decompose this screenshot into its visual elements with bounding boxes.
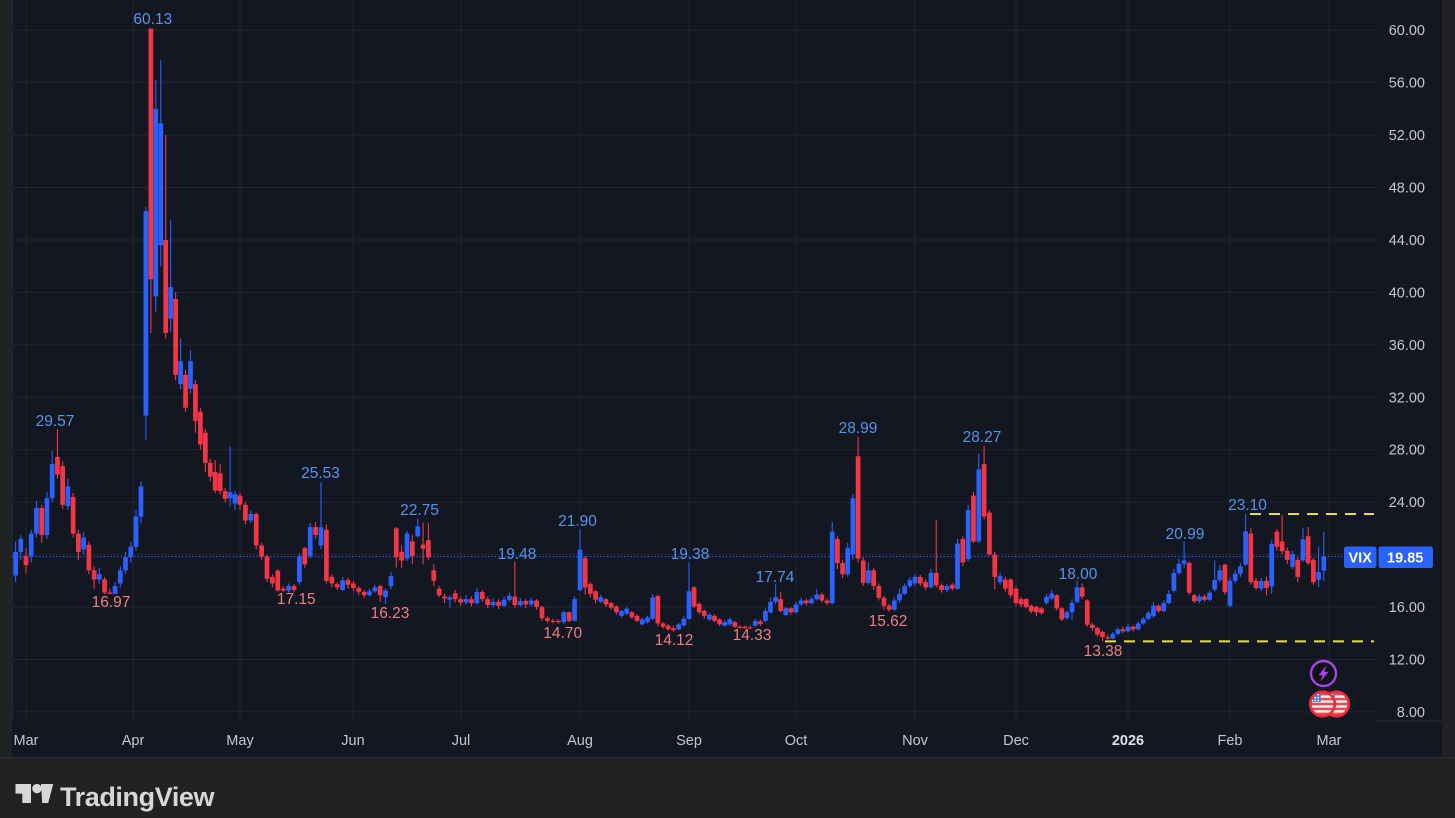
svg-text:28.99: 28.99	[839, 420, 878, 437]
svg-text:Jun: Jun	[341, 733, 364, 749]
svg-text:32.00: 32.00	[1389, 390, 1425, 406]
svg-text:28.27: 28.27	[963, 429, 1002, 446]
svg-text:Aug: Aug	[567, 733, 593, 749]
svg-text:Oct: Oct	[785, 733, 808, 749]
svg-text:VIX: VIX	[1349, 551, 1373, 567]
svg-text:14.70: 14.70	[543, 625, 582, 642]
svg-text:19.48: 19.48	[498, 546, 537, 563]
svg-text:19.38: 19.38	[671, 546, 710, 563]
svg-text:23.10: 23.10	[1228, 497, 1267, 514]
svg-text:16.97: 16.97	[92, 594, 131, 611]
svg-text:24.00: 24.00	[1389, 495, 1425, 511]
svg-text:52.00: 52.00	[1389, 128, 1425, 144]
svg-text:20.99: 20.99	[1166, 526, 1205, 543]
svg-text:Apr: Apr	[122, 733, 145, 749]
svg-text:25.53: 25.53	[301, 465, 340, 482]
svg-text:Dec: Dec	[1003, 733, 1029, 749]
svg-text:2026: 2026	[1112, 733, 1144, 749]
svg-text:29.57: 29.57	[36, 413, 75, 430]
svg-text:15.62: 15.62	[869, 613, 908, 630]
svg-text:28.00: 28.00	[1389, 443, 1425, 459]
svg-text:40.00: 40.00	[1389, 285, 1425, 301]
svg-text:Sep: Sep	[676, 733, 702, 749]
svg-text:21.90: 21.90	[558, 513, 597, 530]
svg-text:22.75: 22.75	[400, 502, 439, 519]
svg-text:18.00: 18.00	[1059, 566, 1098, 583]
svg-text:May: May	[226, 733, 254, 749]
svg-text:56.00: 56.00	[1389, 76, 1425, 92]
svg-text:44.00: 44.00	[1389, 233, 1425, 249]
svg-text:TradingView: TradingView	[60, 782, 216, 812]
svg-text:48.00: 48.00	[1389, 181, 1425, 197]
svg-text:Feb: Feb	[1218, 733, 1243, 749]
svg-text:Mar: Mar	[14, 733, 39, 749]
svg-text:8.00: 8.00	[1397, 705, 1425, 721]
svg-text:17.15: 17.15	[277, 591, 316, 608]
svg-text:36.00: 36.00	[1389, 338, 1425, 354]
svg-text:Nov: Nov	[902, 733, 929, 749]
svg-text:16.23: 16.23	[371, 605, 410, 622]
svg-text:13.38: 13.38	[1084, 643, 1123, 660]
svg-text:17.74: 17.74	[756, 569, 795, 586]
svg-text:14.12: 14.12	[655, 632, 694, 649]
svg-text:16.00: 16.00	[1389, 600, 1425, 616]
svg-text:60.00: 60.00	[1389, 23, 1425, 39]
svg-text:Mar: Mar	[1317, 733, 1342, 749]
svg-text:60.13: 60.13	[133, 11, 172, 28]
svg-text:14.33: 14.33	[733, 627, 772, 644]
svg-text:19.85: 19.85	[1387, 551, 1423, 567]
svg-text:12.00: 12.00	[1389, 653, 1425, 669]
svg-text:Jul: Jul	[452, 733, 471, 749]
